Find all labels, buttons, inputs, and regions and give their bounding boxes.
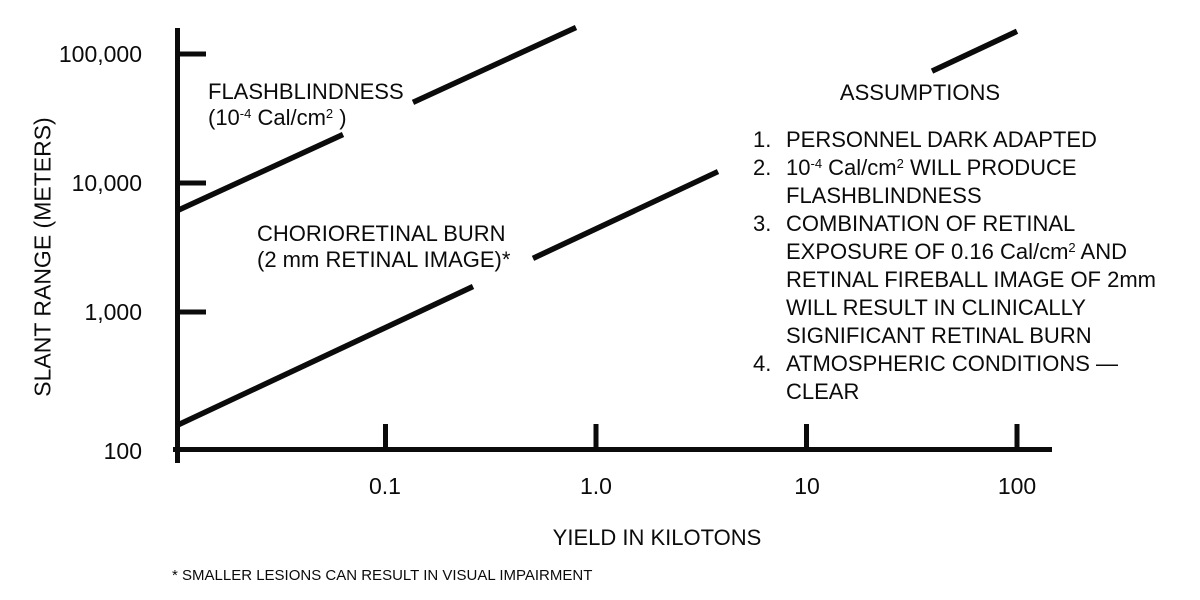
series-line-0 [175,131,345,214]
assumption-number [753,378,786,406]
assumption-row: SIGNIFICANT RETINAL BURN [753,322,1156,350]
assumption-number [753,266,786,294]
text-run: EXPOSURE OF 0.16 Cal/cm [786,239,1069,264]
text-run: Cal/cm [251,105,326,130]
text-run: WILL RESULT IN CLINICALLY [786,295,1086,320]
assumption-number [753,294,786,322]
assumption-row: EXPOSURE OF 0.16 Cal/cm2 AND [753,238,1156,266]
assumption-row: 4. ATMOSPHERIC CONDITIONS — [753,350,1156,378]
assumption-text: FLASHBLINDNESS [786,182,982,210]
assumption-text: WILL RESULT IN CLINICALLY [786,294,1086,322]
y-axis-title: SLANT RANGE (METERS) [29,117,56,397]
series-line-1 [531,169,720,261]
assumption-row: FLASHBLINDNESS [753,182,1156,210]
assumption-text: PERSONNEL DARK ADAPTED [786,126,1097,154]
assumption-text: RETINAL FIREBALL IMAGE OF 2mm [786,266,1156,294]
chorioretinal-burn-label: CHORIORETINAL BURN (2 mm RETINAL IMAGE)* [257,221,510,273]
text-run: ) [333,105,347,130]
flashblindness-label-line2: (10-4 Cal/cm2 ) [208,105,404,131]
series-line-1 [175,284,475,428]
y-tick-label-100: 100 [103,438,142,464]
text-run: WILL PRODUCE [903,155,1077,180]
chorioretinal-burn-label-line1: CHORIORETINAL BURN [257,221,506,246]
series-line-0 [411,24,578,105]
assumption-number: 1. [753,127,772,152]
assumption-text: SIGNIFICANT RETINAL BURN [786,322,1092,350]
text-run: RETINAL FIREBALL IMAGE OF 2mm [786,267,1156,292]
text-run: COMBINATION OF RETINAL [786,211,1076,236]
y-tick-label-1000: 1,000 [84,299,142,325]
assumption-text: EXPOSURE OF 0.16 Cal/cm2 AND [786,238,1127,266]
assumption-text: 10-4 Cal/cm2 WILL PRODUCE [786,154,1077,182]
superscript: -4 [810,156,823,171]
y-tick-label-10000: 10,000 [71,170,142,196]
assumption-row: 2. 10-4 Cal/cm2 WILL PRODUCE [753,154,1156,182]
x-tick-label-0.1: 0.1 [369,473,401,499]
assumption-row: RETINAL FIREBALL IMAGE OF 2mm [753,266,1156,294]
chorioretinal-burn-label-line2: (2 mm RETINAL IMAGE)* [257,247,511,272]
superscript: 2 [325,106,334,121]
text-run: (10 [208,105,240,130]
text-run: SIGNIFICANT RETINAL BURN [786,323,1092,348]
x-tick-label-1.0: 1.0 [580,473,612,499]
y-tick-label-100000: 100,000 [58,41,142,67]
text-run: Cal/cm [822,155,897,180]
assumption-number: 3. [753,211,772,236]
superscript: -4 [239,106,252,121]
text-run: ATMOSPHERIC CONDITIONS — [786,351,1119,376]
x-tick-label-100: 100 [997,473,1037,499]
assumption-row: WILL RESULT IN CLINICALLY [753,294,1156,322]
text-run: CLEAR [786,379,860,404]
x-axis-title: YIELD IN KILOTONS [552,525,762,550]
assumptions-heading: ASSUMPTIONS [839,80,1001,105]
text-run: FLASHBLINDNESS [786,183,982,208]
assumption-row: CLEAR [753,378,1156,406]
assumption-text: COMBINATION OF RETINAL [786,210,1075,238]
flashblindness-label: FLASHBLINDNESS (10-4 Cal/cm2 ) [208,79,404,131]
assumption-number: 2. [753,155,772,180]
x-tick-label-10: 10 [794,473,820,499]
flashblindness-label-line1: FLASHBLINDNESS [208,79,404,104]
assumption-row: 3. COMBINATION OF RETINAL [753,210,1156,238]
text-run: 10 [786,155,811,180]
assumption-number [753,322,786,350]
superscript: 2 [896,156,904,171]
assumption-text: CLEAR [786,378,859,406]
series-line-1 [930,28,1019,74]
assumption-number: 4. [753,351,772,376]
assumption-number [753,182,786,210]
assumption-row: 1. PERSONNEL DARK ADAPTED [753,126,1156,154]
assumption-number [753,238,786,266]
assumption-text: ATMOSPHERIC CONDITIONS — [786,350,1118,378]
superscript: 2 [1068,240,1076,255]
footnote: * SMALLER LESIONS CAN RESULT IN VISUAL I… [172,567,593,584]
text-run: PERSONNEL DARK ADAPTED [786,127,1097,152]
assumptions-list: 1. PERSONNEL DARK ADAPTED 2. 10-4 Cal/cm2 … [753,126,1156,406]
text-run: AND [1075,239,1128,264]
